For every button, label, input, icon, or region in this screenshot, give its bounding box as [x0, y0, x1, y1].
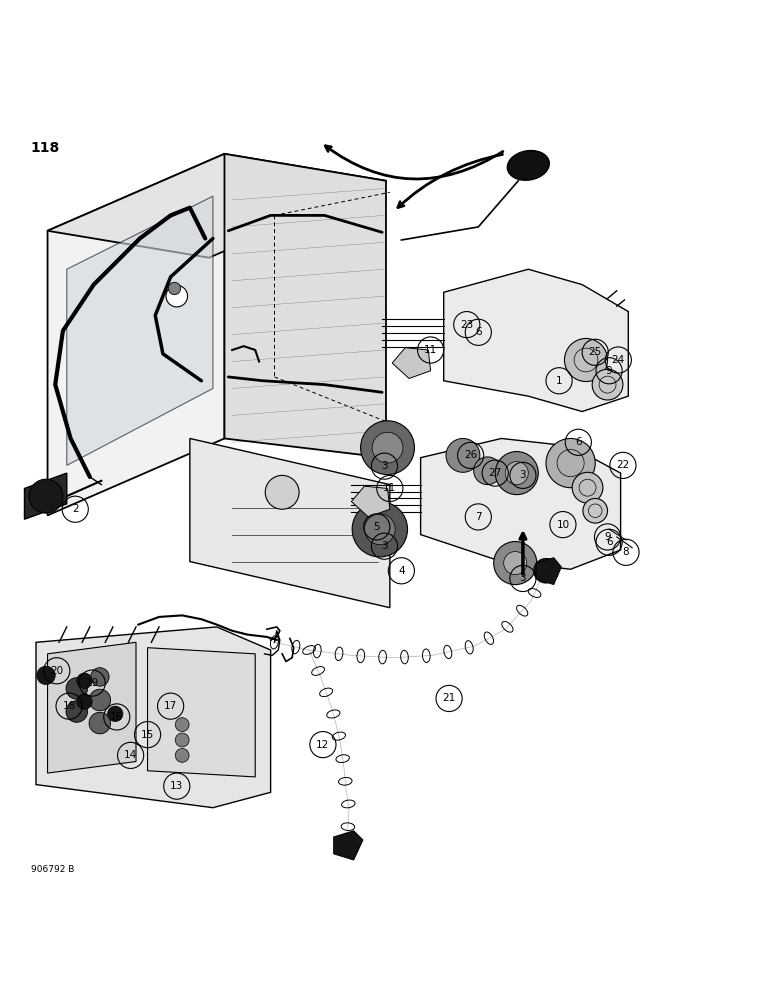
- Circle shape: [546, 438, 595, 488]
- Text: 1: 1: [556, 376, 562, 386]
- Text: 4: 4: [398, 566, 405, 576]
- Circle shape: [446, 438, 480, 472]
- Text: 20: 20: [50, 666, 63, 676]
- Text: 19: 19: [86, 678, 99, 688]
- Text: 3: 3: [520, 573, 527, 583]
- Ellipse shape: [507, 151, 550, 180]
- Circle shape: [583, 498, 608, 523]
- Text: 24: 24: [611, 355, 625, 365]
- Text: 6: 6: [575, 437, 581, 447]
- Circle shape: [76, 673, 92, 688]
- Circle shape: [168, 282, 181, 295]
- Polygon shape: [25, 473, 66, 519]
- Circle shape: [90, 668, 109, 686]
- Text: 26: 26: [464, 450, 477, 460]
- Text: 16: 16: [110, 712, 124, 722]
- Circle shape: [361, 421, 415, 475]
- Circle shape: [495, 452, 538, 495]
- Circle shape: [533, 558, 558, 583]
- Text: 3: 3: [520, 470, 527, 480]
- Polygon shape: [392, 348, 431, 378]
- Circle shape: [572, 472, 603, 503]
- Text: 27: 27: [489, 468, 502, 478]
- Polygon shape: [66, 196, 213, 465]
- Text: 15: 15: [141, 730, 154, 740]
- Text: 12: 12: [317, 740, 330, 750]
- Polygon shape: [147, 648, 256, 777]
- Circle shape: [175, 733, 189, 747]
- Circle shape: [493, 542, 537, 585]
- Polygon shape: [225, 154, 386, 458]
- Polygon shape: [190, 438, 390, 608]
- Circle shape: [175, 718, 189, 732]
- Circle shape: [166, 285, 188, 307]
- Polygon shape: [444, 269, 628, 412]
- Text: 18: 18: [63, 701, 76, 711]
- Polygon shape: [334, 831, 363, 860]
- Text: 3: 3: [381, 461, 388, 471]
- Circle shape: [564, 338, 608, 382]
- Circle shape: [352, 502, 408, 557]
- Polygon shape: [48, 642, 136, 773]
- Circle shape: [76, 694, 92, 709]
- Text: 21: 21: [442, 693, 455, 703]
- Text: 906792 B: 906792 B: [31, 865, 74, 874]
- Circle shape: [107, 706, 123, 722]
- Circle shape: [175, 748, 189, 762]
- Circle shape: [89, 689, 110, 711]
- Text: 13: 13: [170, 781, 184, 791]
- Text: 17: 17: [164, 701, 178, 711]
- Text: 7: 7: [475, 512, 482, 522]
- Text: 8: 8: [623, 547, 629, 557]
- Circle shape: [89, 712, 110, 734]
- Circle shape: [505, 462, 528, 485]
- Text: 5: 5: [374, 522, 380, 532]
- Text: 10: 10: [557, 520, 570, 530]
- Text: 25: 25: [588, 347, 602, 357]
- Text: 9: 9: [606, 366, 612, 376]
- Polygon shape: [351, 486, 390, 517]
- Text: 11: 11: [383, 483, 397, 493]
- Text: 11: 11: [424, 345, 437, 355]
- Circle shape: [592, 369, 623, 400]
- Text: 23: 23: [460, 320, 473, 330]
- Polygon shape: [48, 154, 225, 515]
- Polygon shape: [48, 154, 386, 258]
- Circle shape: [372, 432, 403, 463]
- Polygon shape: [36, 627, 271, 808]
- Text: 14: 14: [124, 750, 137, 760]
- Circle shape: [503, 552, 527, 575]
- Polygon shape: [421, 438, 621, 569]
- Text: 6: 6: [475, 327, 482, 337]
- Text: 6: 6: [606, 537, 612, 547]
- Polygon shape: [536, 558, 561, 585]
- Text: 3: 3: [381, 541, 388, 551]
- Text: 2: 2: [72, 504, 79, 514]
- Circle shape: [29, 479, 63, 513]
- Circle shape: [474, 457, 501, 485]
- Circle shape: [266, 475, 299, 509]
- Text: 22: 22: [616, 460, 629, 470]
- Text: 118: 118: [31, 141, 60, 155]
- Circle shape: [66, 701, 87, 722]
- Circle shape: [66, 678, 87, 699]
- Text: 9: 9: [604, 532, 611, 542]
- Circle shape: [37, 666, 56, 685]
- Circle shape: [364, 514, 395, 545]
